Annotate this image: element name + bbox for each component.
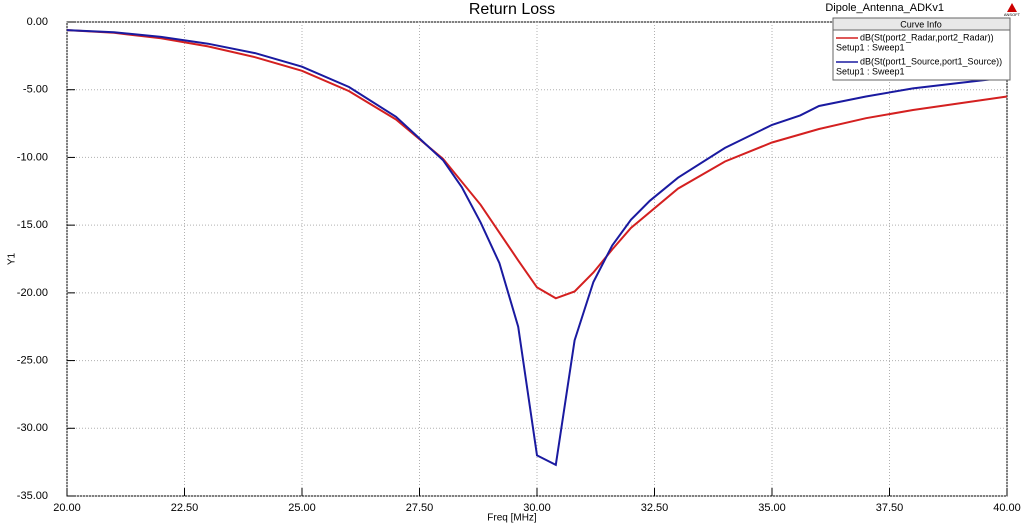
y-axis-label: Y1 xyxy=(7,252,18,265)
y-tick-label: -35.00 xyxy=(17,490,48,502)
x-tick-label: 30.00 xyxy=(523,502,551,514)
x-tick-label: 27.50 xyxy=(406,502,434,514)
y-tick-label: -5.00 xyxy=(23,84,48,96)
project-name: Dipole_Antenna_ADKv1 xyxy=(825,2,944,14)
chart-title: Return Loss xyxy=(469,1,555,18)
legend-setup: Setup1 : Sweep1 xyxy=(836,42,905,52)
legend-title: Curve Info xyxy=(900,19,942,29)
x-tick-label: 37.50 xyxy=(876,502,904,514)
y-tick-label: -15.00 xyxy=(17,219,48,231)
x-tick-label: 25.00 xyxy=(288,502,316,514)
y-tick-label: -10.00 xyxy=(17,151,48,163)
y-tick-label: 0.00 xyxy=(27,16,48,28)
x-axis-label: Freq [MHz] xyxy=(487,513,537,524)
series-line xyxy=(66,29,1008,467)
legend-header xyxy=(832,17,1011,31)
x-tick-label: 40.00 xyxy=(993,502,1021,514)
x-tick-label: 35.00 xyxy=(758,502,786,514)
logo-text: ANSOFT xyxy=(1004,12,1021,17)
y-tick-label: -25.00 xyxy=(17,354,48,366)
legend-entry: dB(St(port1_Source,port1_Source)) xyxy=(860,56,1002,66)
legend-entry: dB(St(port2_Radar,port2_Radar)) xyxy=(860,32,994,42)
y-tick-label: -20.00 xyxy=(17,287,48,299)
legend-setup: Setup1 : Sweep1 xyxy=(836,66,905,76)
logo-icon xyxy=(1007,3,1017,12)
x-tick-label: 32.50 xyxy=(641,502,669,514)
legend: Curve Info dB(St(port2_Radar,port2_Radar… xyxy=(832,17,1011,81)
x-tick-label: 22.50 xyxy=(171,502,199,514)
x-tick-label: 20.00 xyxy=(53,502,81,514)
y-tick-label: -30.00 xyxy=(17,422,48,434)
series-line xyxy=(66,29,1008,300)
